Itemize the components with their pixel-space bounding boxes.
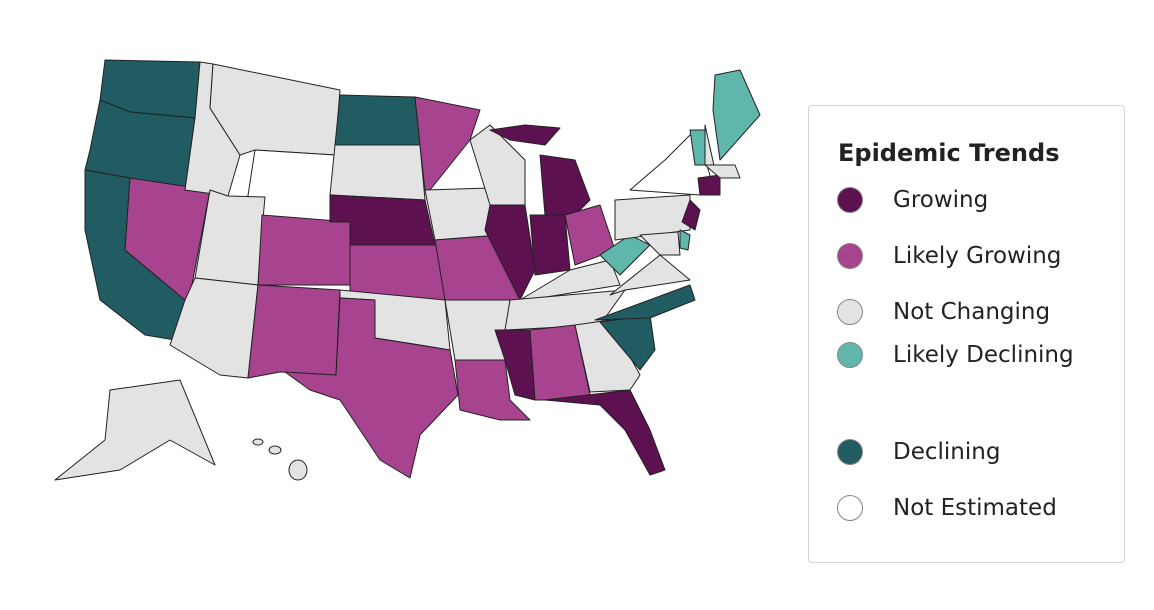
legend-label: Not Estimated bbox=[893, 495, 1057, 521]
legend-label: Likely Declining bbox=[893, 342, 1074, 368]
state bbox=[704, 124, 716, 171]
legend-title: Epidemic Trends bbox=[838, 139, 1060, 167]
legend-label: Likely Growing bbox=[893, 243, 1062, 269]
legend-swatch bbox=[837, 439, 863, 465]
state bbox=[469, 124, 526, 211]
state bbox=[54, 379, 216, 481]
legend-swatch bbox=[837, 187, 863, 213]
state bbox=[679, 229, 691, 251]
state bbox=[529, 214, 571, 276]
state bbox=[284, 297, 459, 479]
state bbox=[681, 199, 701, 231]
legend-item: Likely Declining bbox=[837, 342, 1085, 368]
state bbox=[288, 459, 308, 481]
us-map bbox=[54, 59, 761, 481]
legend-swatch bbox=[837, 495, 863, 521]
state bbox=[252, 438, 264, 446]
state bbox=[334, 94, 421, 146]
legend-label: Declining bbox=[893, 439, 1001, 465]
state bbox=[257, 214, 351, 286]
legend-swatch bbox=[837, 243, 863, 269]
legend-item: Likely Growing bbox=[837, 243, 1085, 269]
state bbox=[697, 174, 721, 196]
legend-item: Not Changing bbox=[837, 299, 1085, 325]
state bbox=[247, 284, 341, 379]
legend: Epidemic Trends Growing Likely Growing Not… bbox=[808, 105, 1125, 563]
legend-swatch bbox=[837, 342, 863, 368]
state bbox=[489, 124, 561, 146]
state bbox=[414, 96, 481, 191]
legend-label: Not Changing bbox=[893, 299, 1051, 325]
state bbox=[609, 254, 691, 296]
state bbox=[614, 194, 691, 241]
state bbox=[574, 319, 641, 393]
legend-label: Growing bbox=[893, 187, 989, 213]
legend-item: Not Estimated bbox=[837, 495, 1085, 521]
legend-item: Growing bbox=[837, 187, 1085, 213]
state bbox=[349, 244, 446, 301]
state bbox=[268, 445, 282, 455]
state bbox=[594, 284, 696, 321]
state bbox=[494, 329, 536, 401]
state bbox=[704, 164, 741, 179]
state bbox=[539, 154, 591, 216]
state bbox=[329, 144, 426, 201]
state bbox=[639, 231, 681, 256]
state bbox=[712, 69, 761, 161]
state bbox=[544, 389, 666, 476]
legend-swatch bbox=[837, 299, 863, 325]
legend-item: Declining bbox=[837, 439, 1085, 465]
